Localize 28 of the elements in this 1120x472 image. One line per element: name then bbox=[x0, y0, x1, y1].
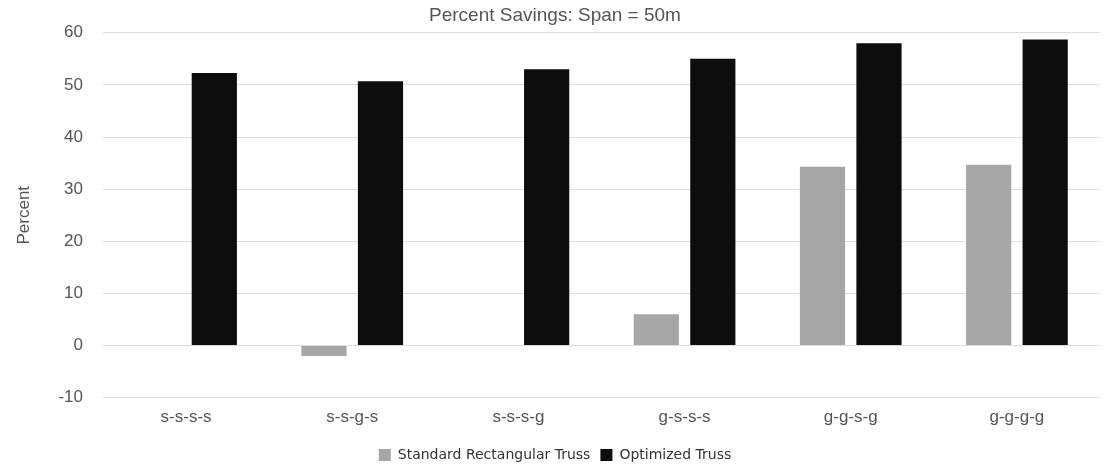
y-tick-label: 10 bbox=[64, 283, 83, 303]
bar bbox=[524, 69, 570, 345]
bar bbox=[633, 314, 679, 345]
y-tick-label: -10 bbox=[58, 387, 83, 407]
bar bbox=[301, 345, 347, 356]
x-tick-label: g-g-g-g bbox=[989, 407, 1045, 427]
y-tick-label: 60 bbox=[64, 22, 83, 42]
x-tick-label: g-s-s-s bbox=[658, 407, 711, 427]
bar bbox=[690, 58, 736, 345]
bar bbox=[856, 43, 902, 345]
y-tick-label: 0 bbox=[73, 335, 83, 355]
chart-title: Percent Savings: Span = 50m bbox=[429, 3, 681, 25]
x-tick-label: s-s-s-s bbox=[160, 407, 212, 427]
bar bbox=[1022, 39, 1068, 345]
y-tick-label: 40 bbox=[64, 126, 83, 146]
bar bbox=[357, 81, 404, 345]
bar bbox=[966, 164, 1012, 345]
y-tick-label: 30 bbox=[64, 178, 83, 198]
y-tick-label: 50 bbox=[64, 74, 83, 94]
x-tick-label: s-s-g-s bbox=[326, 407, 379, 427]
x-tick-label: g-g-s-g bbox=[823, 407, 878, 427]
bar bbox=[799, 166, 846, 345]
legend-label: Optimized Truss bbox=[619, 445, 732, 462]
legend-label: Standard Rectangular Truss bbox=[397, 445, 591, 462]
bar bbox=[191, 72, 237, 345]
y-axis-title: Percent bbox=[13, 185, 33, 245]
y-tick-label: 20 bbox=[64, 230, 83, 250]
x-tick-label: s-s-s-g bbox=[492, 407, 545, 427]
